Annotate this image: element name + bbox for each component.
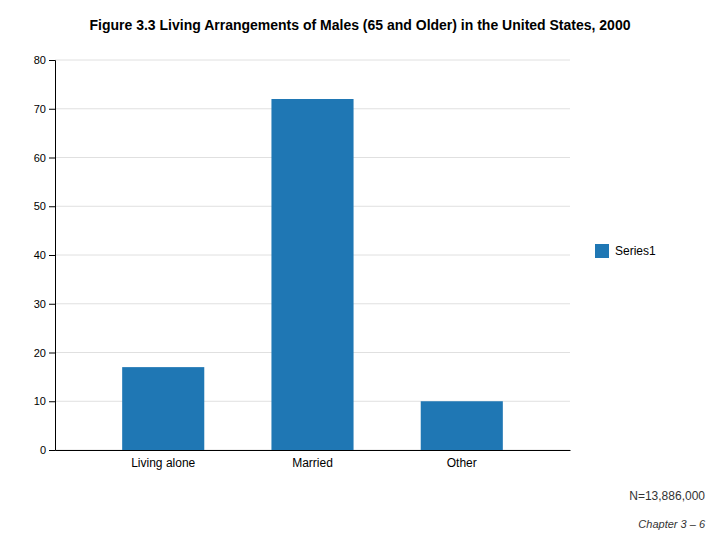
x-tick: Living alone	[131, 456, 195, 470]
chart-title: Figure 3.3 Living Arrangements of Males …	[90, 17, 631, 33]
y-tick-label: 0	[40, 444, 46, 456]
y-tick: 70	[34, 103, 55, 115]
bar	[271, 99, 353, 450]
y-tick-label: 70	[34, 103, 46, 115]
legend-label: Series1	[615, 244, 656, 258]
y-tick-label: 60	[34, 152, 46, 164]
y-tick-label: 50	[34, 200, 46, 212]
y-axis-line	[49, 61, 56, 451]
grid-line	[55, 60, 570, 61]
y-tick: 40	[34, 249, 55, 261]
y-tick: 30	[34, 298, 55, 310]
y-tick-label: 20	[34, 347, 46, 359]
y-tick-label: 30	[34, 298, 46, 310]
x-axis-line	[56, 450, 571, 451]
y-tick-mark	[49, 450, 55, 451]
bars	[122, 99, 503, 450]
y-tick-label: 10	[34, 395, 46, 407]
x-tick: Other	[447, 456, 477, 470]
y-tick-mark	[49, 353, 55, 354]
y-tick: 10	[34, 395, 55, 407]
y-tick: 50	[34, 200, 55, 212]
x-tick: Married	[292, 456, 333, 470]
y-tick-mark	[49, 255, 55, 256]
annotation: N=13,886,000	[629, 489, 705, 503]
y-tick-label: 80	[34, 54, 46, 66]
bar	[122, 367, 204, 450]
grid	[55, 60, 570, 450]
y-tick: 20	[34, 347, 55, 359]
x-tick-label: Married	[292, 456, 333, 470]
y-tick-mark	[49, 304, 55, 305]
y-tick: 60	[34, 152, 55, 164]
y-tick-mark	[49, 109, 55, 110]
y-tick-mark	[49, 401, 55, 402]
x-tick-label: Living alone	[131, 456, 195, 470]
y-tick: 80	[34, 54, 55, 66]
x-axis: Living alone Married Other	[56, 451, 571, 470]
y-tick-label: 40	[34, 249, 46, 261]
chart-svg: Figure 3.3 Living Arrangements of Males …	[0, 0, 720, 540]
plot-area: 0 10 20 30 40 50 60 70 80 Living alone Married Othe…	[34, 54, 571, 470]
y-tick-mark	[49, 60, 55, 61]
y-axis: 0 10 20 30 40 50 60 70 80	[34, 54, 56, 456]
chart-container: Figure 3.3 Living Arrangements of Males …	[0, 0, 720, 540]
legend-swatch	[595, 244, 609, 258]
y-tick: 0	[40, 444, 55, 456]
legend: Series1	[595, 244, 656, 258]
annotation: Chapter 3 – 6	[638, 518, 706, 530]
legend-item: Series1	[595, 244, 656, 258]
y-tick-mark	[49, 206, 55, 207]
bar	[421, 401, 503, 450]
x-tick-label: Other	[447, 456, 477, 470]
y-tick-mark	[49, 158, 55, 159]
